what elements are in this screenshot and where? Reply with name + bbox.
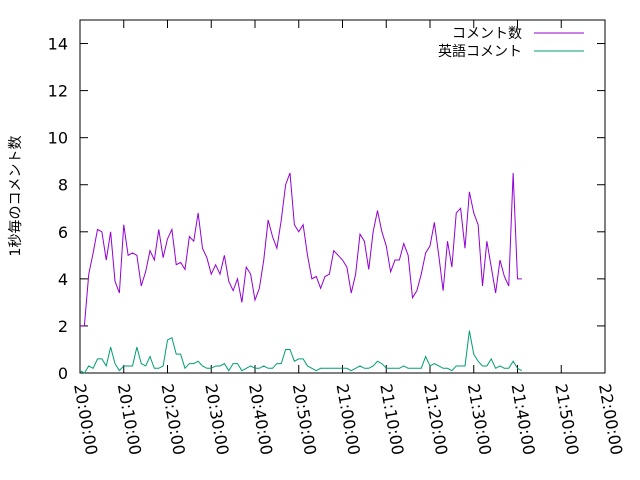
y-axis-label: 1秒毎のコメント数 [8, 136, 24, 257]
x-tick-label: 21:20:00 [420, 382, 451, 456]
y-tick-label: 4 [58, 270, 68, 289]
x-tick-label: 21:40:00 [508, 382, 539, 456]
x-tick-label: 20:00:00 [70, 382, 101, 456]
x-tick-label: 21:00:00 [333, 382, 364, 456]
x-tick-label: 21:50:00 [551, 382, 582, 456]
x-tick-label: 20:20:00 [158, 382, 189, 456]
x-tick-label: 20:30:00 [201, 382, 232, 456]
y-tick-label: 12 [48, 82, 68, 101]
series-line-comments [80, 172, 522, 327]
x-tick-label: 21:30:00 [464, 382, 495, 456]
x-tick-label: 20:50:00 [289, 382, 320, 456]
x-tick-label: 21:10:00 [376, 382, 407, 456]
series-group [79, 172, 523, 374]
legend-label: コメント数 [452, 26, 522, 42]
y-tick-label: 14 [48, 35, 68, 54]
y-tick-label: 6 [58, 223, 68, 242]
legend-label: 英語コメント [438, 43, 522, 60]
y-tick-label: 8 [58, 176, 68, 195]
y-tick-label: 0 [58, 364, 68, 383]
x-axis: 20:00:00 20:10:00 20:20:00 20:30:00 20:40:00… [70, 20, 626, 456]
plot-frame [79, 19, 606, 374]
x-tick-label: 20:40:00 [245, 382, 276, 456]
x-tick-label: 20:10:00 [114, 382, 145, 456]
y-tick-label: 10 [48, 129, 68, 148]
y-tick-label: 2 [58, 317, 68, 336]
y-axis: 0 2 4 6 8 10 12 14 [48, 35, 605, 383]
series-line-english-comments [79, 330, 523, 374]
x-tick-label: 22:00:00 [595, 382, 626, 456]
